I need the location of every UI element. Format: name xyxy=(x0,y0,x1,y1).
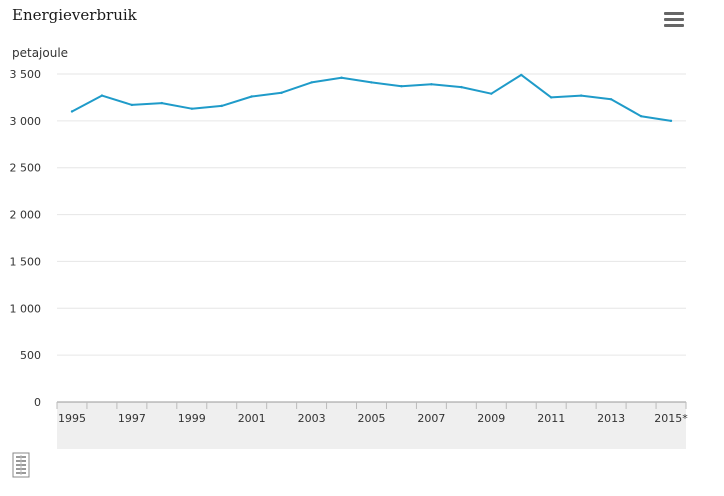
data-point[interactable] xyxy=(430,83,433,86)
y-tick-label: 1 500 xyxy=(10,255,42,268)
x-axis-band xyxy=(57,402,686,449)
x-tick-label: 2013 xyxy=(597,412,625,425)
y-tick-label: 0 xyxy=(34,396,41,409)
x-tick-label: 1995 xyxy=(58,412,86,425)
data-point[interactable] xyxy=(220,104,223,108)
cbs-logo-icon xyxy=(12,452,30,478)
x-tick-label: 2005 xyxy=(358,412,386,425)
x-tick-label: 2003 xyxy=(298,412,326,425)
x-tick-label: 2001 xyxy=(238,412,266,425)
data-point[interactable] xyxy=(100,94,104,97)
y-axis-label: petajoule xyxy=(12,46,68,60)
data-point[interactable] xyxy=(160,101,164,105)
y-tick-label: 3 000 xyxy=(10,115,42,128)
data-point[interactable] xyxy=(250,95,253,98)
data-point[interactable] xyxy=(310,81,313,84)
data-point[interactable] xyxy=(609,98,613,101)
data-point[interactable] xyxy=(460,85,463,89)
y-tick-label: 2 000 xyxy=(10,209,42,222)
y-tick-label: 1 000 xyxy=(10,302,42,315)
data-point[interactable] xyxy=(639,114,643,118)
x-tick-label: 2011 xyxy=(537,412,565,425)
data-point[interactable] xyxy=(669,119,673,123)
data-point[interactable] xyxy=(550,96,553,99)
data-point[interactable] xyxy=(490,92,493,95)
data-point[interactable] xyxy=(130,103,134,107)
data-point[interactable] xyxy=(340,76,343,79)
x-tick-label: 2009 xyxy=(477,412,505,425)
data-point[interactable] xyxy=(520,73,523,77)
data-point[interactable] xyxy=(190,107,193,110)
x-tick-label: 1997 xyxy=(118,412,146,425)
data-point[interactable] xyxy=(70,110,74,113)
y-tick-label: 500 xyxy=(20,349,41,362)
data-point[interactable] xyxy=(280,91,283,94)
data-point[interactable] xyxy=(579,94,583,97)
y-tick-label: 3 500 xyxy=(10,68,42,81)
data-point[interactable] xyxy=(370,81,373,84)
x-tick-label: 1999 xyxy=(178,412,206,425)
hamburger-menu-icon[interactable] xyxy=(664,12,684,28)
chart-title: Energieverbruik xyxy=(12,6,137,24)
x-tick-label: 2015* xyxy=(654,412,688,425)
data-point[interactable] xyxy=(400,84,403,88)
x-tick-label: 2007 xyxy=(417,412,445,425)
y-tick-label: 2 500 xyxy=(10,162,42,175)
